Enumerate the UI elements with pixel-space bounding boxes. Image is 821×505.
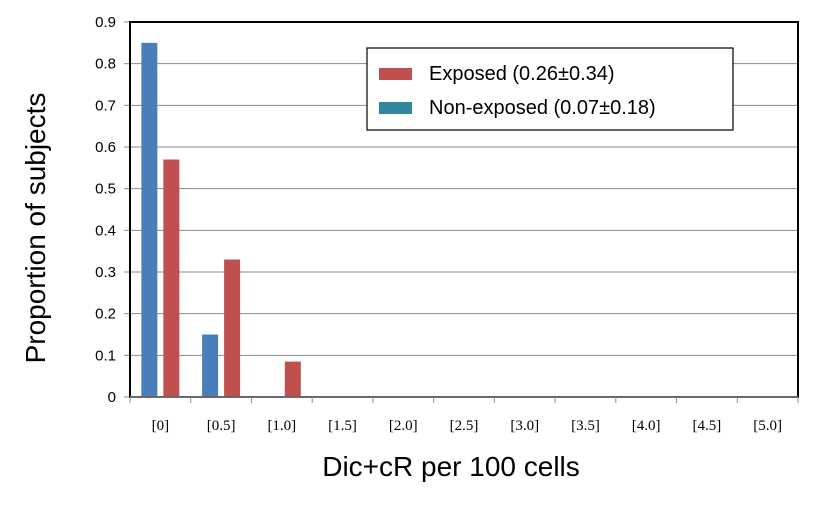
bar [284, 361, 301, 397]
x-tick-label: [4.5] [693, 418, 722, 434]
legend-label: Exposed (0.26±0.34) [429, 63, 615, 85]
y-tick-label: 0.5 [95, 181, 116, 198]
x-tick-label: [1.0] [267, 418, 296, 434]
bar [224, 259, 241, 397]
legend-swatch [379, 102, 412, 114]
x-tick-labels: [0] [0.5] [1.0] [1.5] [2.0] [2.5] [3.0] [3.5] [4… [152, 418, 782, 434]
y-tick-labels: 0 0.1 0.2 0.3 0.4 0.5 0.6 0.7 0.8 0.9 [95, 14, 116, 406]
y-tick-label: 0.8 [95, 56, 116, 73]
x-tick-label: [5.0] [753, 418, 782, 434]
legend-label: Non-exposed (0.07±0.18) [429, 97, 656, 119]
legend: Exposed (0.26±0.34) Non-exposed (0.07±0.1… [366, 47, 734, 131]
y-tick-label: 0.7 [95, 97, 116, 114]
axes [124, 21, 799, 403]
y-tick-label: 0.3 [95, 264, 116, 281]
x-tick-label: [1.5] [328, 418, 357, 434]
x-tick-label: [2.0] [389, 418, 418, 434]
x-tick-label: [3.0] [510, 418, 539, 434]
x-tick-label: [4.0] [632, 418, 661, 434]
x-tick-label: [2.5] [450, 418, 479, 434]
x-axis-title: Dic+cR per 100 cells [322, 451, 580, 482]
y-tick-label: 0.1 [95, 347, 116, 364]
x-tick-label: [0.5] [207, 418, 236, 434]
legend-swatch [379, 68, 412, 80]
y-tick-label: 0 [108, 389, 116, 406]
bars [141, 42, 301, 397]
legend-box [366, 47, 734, 131]
y-tick-label: 0.9 [95, 14, 116, 31]
x-tick-label: [0] [152, 418, 170, 434]
y-tick-label: 0.4 [95, 222, 116, 239]
x-tick-label: [3.5] [571, 418, 600, 434]
y-tick-label: 0.6 [95, 139, 116, 156]
bar [163, 159, 180, 397]
y-axis-title: Proportion of subjects [20, 93, 51, 364]
y-tick-label: 0.2 [95, 306, 116, 323]
bar [141, 42, 158, 397]
bar [202, 334, 219, 397]
